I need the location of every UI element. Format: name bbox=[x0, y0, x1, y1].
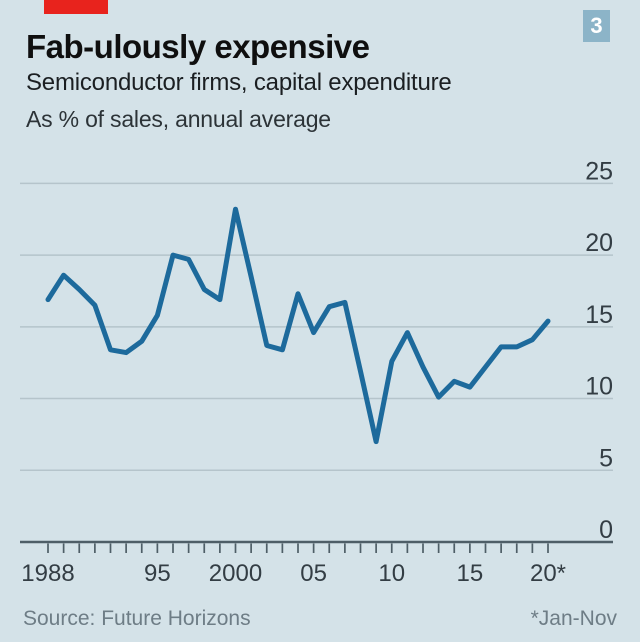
svg-text:10: 10 bbox=[585, 373, 613, 401]
footnote: *Jan-Nov bbox=[530, 607, 617, 630]
svg-text:15: 15 bbox=[585, 301, 613, 329]
capex-line bbox=[45, 206, 551, 445]
svg-text:05: 05 bbox=[300, 560, 327, 587]
svg-text:25: 25 bbox=[585, 157, 613, 185]
x-axis-ticks bbox=[47, 543, 549, 553]
svg-text:15: 15 bbox=[457, 560, 484, 587]
brand-red-tab bbox=[44, 0, 108, 14]
svg-text:2000: 2000 bbox=[209, 560, 262, 587]
x-axis-labels: 1988 95 2000 05 10 15 20* bbox=[21, 560, 566, 587]
chart-subtitle: Semiconductor firms, capital expenditure bbox=[26, 69, 452, 96]
svg-text:5: 5 bbox=[599, 444, 613, 472]
svg-text:95: 95 bbox=[144, 560, 171, 587]
svg-text:20*: 20* bbox=[530, 560, 566, 587]
source-note: Source: Future Horizons bbox=[23, 607, 251, 630]
chart-number-badge: 3 bbox=[583, 10, 610, 42]
svg-text:10: 10 bbox=[378, 560, 405, 587]
chart-unit-note: As % of sales, annual average bbox=[26, 106, 331, 132]
svg-text:0: 0 bbox=[599, 516, 613, 544]
y-axis-labels: 0 5 10 15 20 25 bbox=[585, 157, 613, 544]
chart-title: Fab-ulously expensive bbox=[26, 28, 370, 65]
svg-text:20: 20 bbox=[585, 229, 613, 257]
gridlines bbox=[20, 182, 613, 472]
svg-text:1988: 1988 bbox=[21, 560, 74, 587]
